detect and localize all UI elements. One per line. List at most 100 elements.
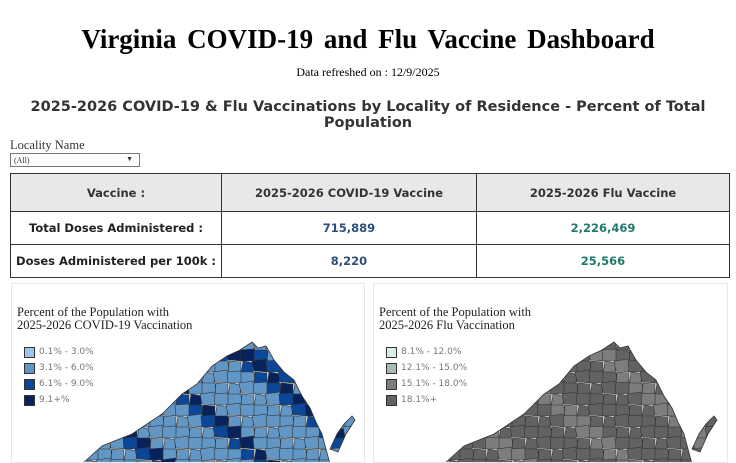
- locality-shape[interactable]: [343, 447, 360, 461]
- locality-shape[interactable]: [121, 358, 141, 373]
- locality-shape[interactable]: [472, 339, 487, 353]
- locality-shape[interactable]: [498, 382, 514, 396]
- locality-shape[interactable]: [110, 415, 125, 431]
- locality-shape[interactable]: [537, 360, 552, 376]
- locality-shape[interactable]: [305, 360, 320, 376]
- locality-shape[interactable]: [654, 360, 669, 375]
- locality-shape[interactable]: [108, 380, 128, 395]
- locality-shape[interactable]: [305, 371, 321, 385]
- locality-shape[interactable]: [483, 358, 503, 373]
- locality-shape[interactable]: [434, 426, 448, 442]
- locality-shape[interactable]: [706, 349, 720, 365]
- locality-shape[interactable]: [290, 347, 310, 362]
- locality-shape[interactable]: [175, 360, 190, 376]
- locality-shape[interactable]: [252, 436, 270, 450]
- locality-shape[interactable]: [318, 404, 334, 418]
- locality-shape[interactable]: [718, 458, 728, 463]
- locality-shape[interactable]: [563, 349, 578, 364]
- locality-shape[interactable]: [303, 380, 323, 395]
- locality-shape[interactable]: [97, 415, 112, 430]
- locality-shape[interactable]: [626, 337, 646, 351]
- locality-shape[interactable]: [201, 349, 216, 364]
- locality-shape[interactable]: [497, 414, 515, 428]
- locality-shape[interactable]: [329, 337, 349, 351]
- locality-shape[interactable]: [252, 381, 270, 395]
- locality-shape[interactable]: [136, 404, 151, 419]
- locality-shape[interactable]: [344, 437, 358, 452]
- locality-shape[interactable]: [434, 437, 449, 451]
- locality-shape[interactable]: [174, 403, 192, 417]
- locality-shape[interactable]: [472, 393, 487, 408]
- locality-shape[interactable]: [358, 361, 365, 374]
- locality-shape[interactable]: [344, 382, 358, 397]
- locality-shape[interactable]: [149, 360, 165, 374]
- locality-shape[interactable]: [511, 349, 526, 365]
- locality-shape[interactable]: [704, 369, 723, 384]
- locality-shape[interactable]: [498, 349, 513, 364]
- locality-shape[interactable]: [705, 338, 722, 351]
- locality-shape[interactable]: [175, 371, 191, 385]
- locality-shape[interactable]: [162, 382, 177, 398]
- locality-shape[interactable]: [692, 359, 710, 373]
- locality-shape[interactable]: [358, 449, 365, 461]
- locality-shape[interactable]: [343, 392, 360, 406]
- locality-shape[interactable]: [292, 360, 307, 375]
- locality-shape[interactable]: [471, 458, 489, 463]
- locality-shape[interactable]: [278, 392, 296, 406]
- locality-shape[interactable]: [110, 426, 126, 440]
- locality-shape[interactable]: [706, 382, 720, 397]
- locality-shape[interactable]: [691, 391, 711, 406]
- locality-shape[interactable]: [614, 436, 632, 450]
- locality-shape[interactable]: [162, 360, 177, 375]
- locality-shape[interactable]: [641, 349, 656, 365]
- locality-shape[interactable]: [317, 436, 335, 450]
- locality-shape[interactable]: [665, 380, 685, 395]
- locality-shape[interactable]: [719, 426, 728, 438]
- locality-shape[interactable]: [640, 392, 658, 406]
- locality-shape[interactable]: [484, 436, 502, 450]
- locality-shape[interactable]: [666, 348, 684, 362]
- locality-shape[interactable]: [95, 347, 115, 362]
- locality-shape[interactable]: [485, 349, 501, 363]
- locality-shape[interactable]: [704, 424, 723, 439]
- locality-shape[interactable]: [444, 424, 464, 439]
- locality-shape[interactable]: [121, 413, 141, 428]
- locality-shape[interactable]: [720, 416, 728, 429]
- locality-shape[interactable]: [342, 369, 361, 384]
- locality-shape[interactable]: [148, 392, 166, 406]
- locality-shape[interactable]: [109, 348, 127, 362]
- locality-shape[interactable]: [188, 349, 204, 363]
- locality-shape[interactable]: [601, 458, 619, 463]
- locality-shape[interactable]: [278, 447, 296, 461]
- locality-shape[interactable]: [134, 337, 154, 351]
- locality-shape[interactable]: [458, 425, 476, 439]
- locality-shape[interactable]: [160, 347, 180, 362]
- locality-shape[interactable]: [161, 425, 179, 439]
- locality-shape[interactable]: [330, 414, 348, 428]
- locality-shape[interactable]: [562, 414, 580, 428]
- locality-shape[interactable]: [720, 361, 728, 374]
- locality-shape[interactable]: [278, 338, 296, 351]
- locality-shape[interactable]: [575, 338, 593, 351]
- locality-shape[interactable]: [304, 458, 322, 463]
- locality-shape[interactable]: [72, 437, 87, 451]
- locality-shape[interactable]: [485, 393, 500, 409]
- locality-shape[interactable]: [149, 349, 164, 365]
- locality-shape[interactable]: [110, 339, 125, 353]
- locality-shape[interactable]: [509, 369, 529, 384]
- legend-item[interactable]: 0.1% - 3.0%: [24, 344, 94, 360]
- locality-shape[interactable]: [265, 359, 283, 373]
- locality-shape[interactable]: [356, 403, 365, 416]
- locality-shape[interactable]: [601, 348, 619, 362]
- locality-shape[interactable]: [680, 349, 696, 363]
- locality-shape[interactable]: [95, 402, 115, 417]
- locality-shape[interactable]: [510, 447, 528, 461]
- locality-shape[interactable]: [110, 360, 125, 376]
- locality-shape[interactable]: [343, 338, 360, 351]
- locality-shape[interactable]: [536, 458, 554, 463]
- locality-shape[interactable]: [199, 337, 219, 351]
- locality-shape[interactable]: [149, 382, 164, 397]
- locality-shape[interactable]: [161, 370, 179, 384]
- locality-shape[interactable]: [239, 348, 257, 362]
- locality-shape[interactable]: [82, 424, 102, 439]
